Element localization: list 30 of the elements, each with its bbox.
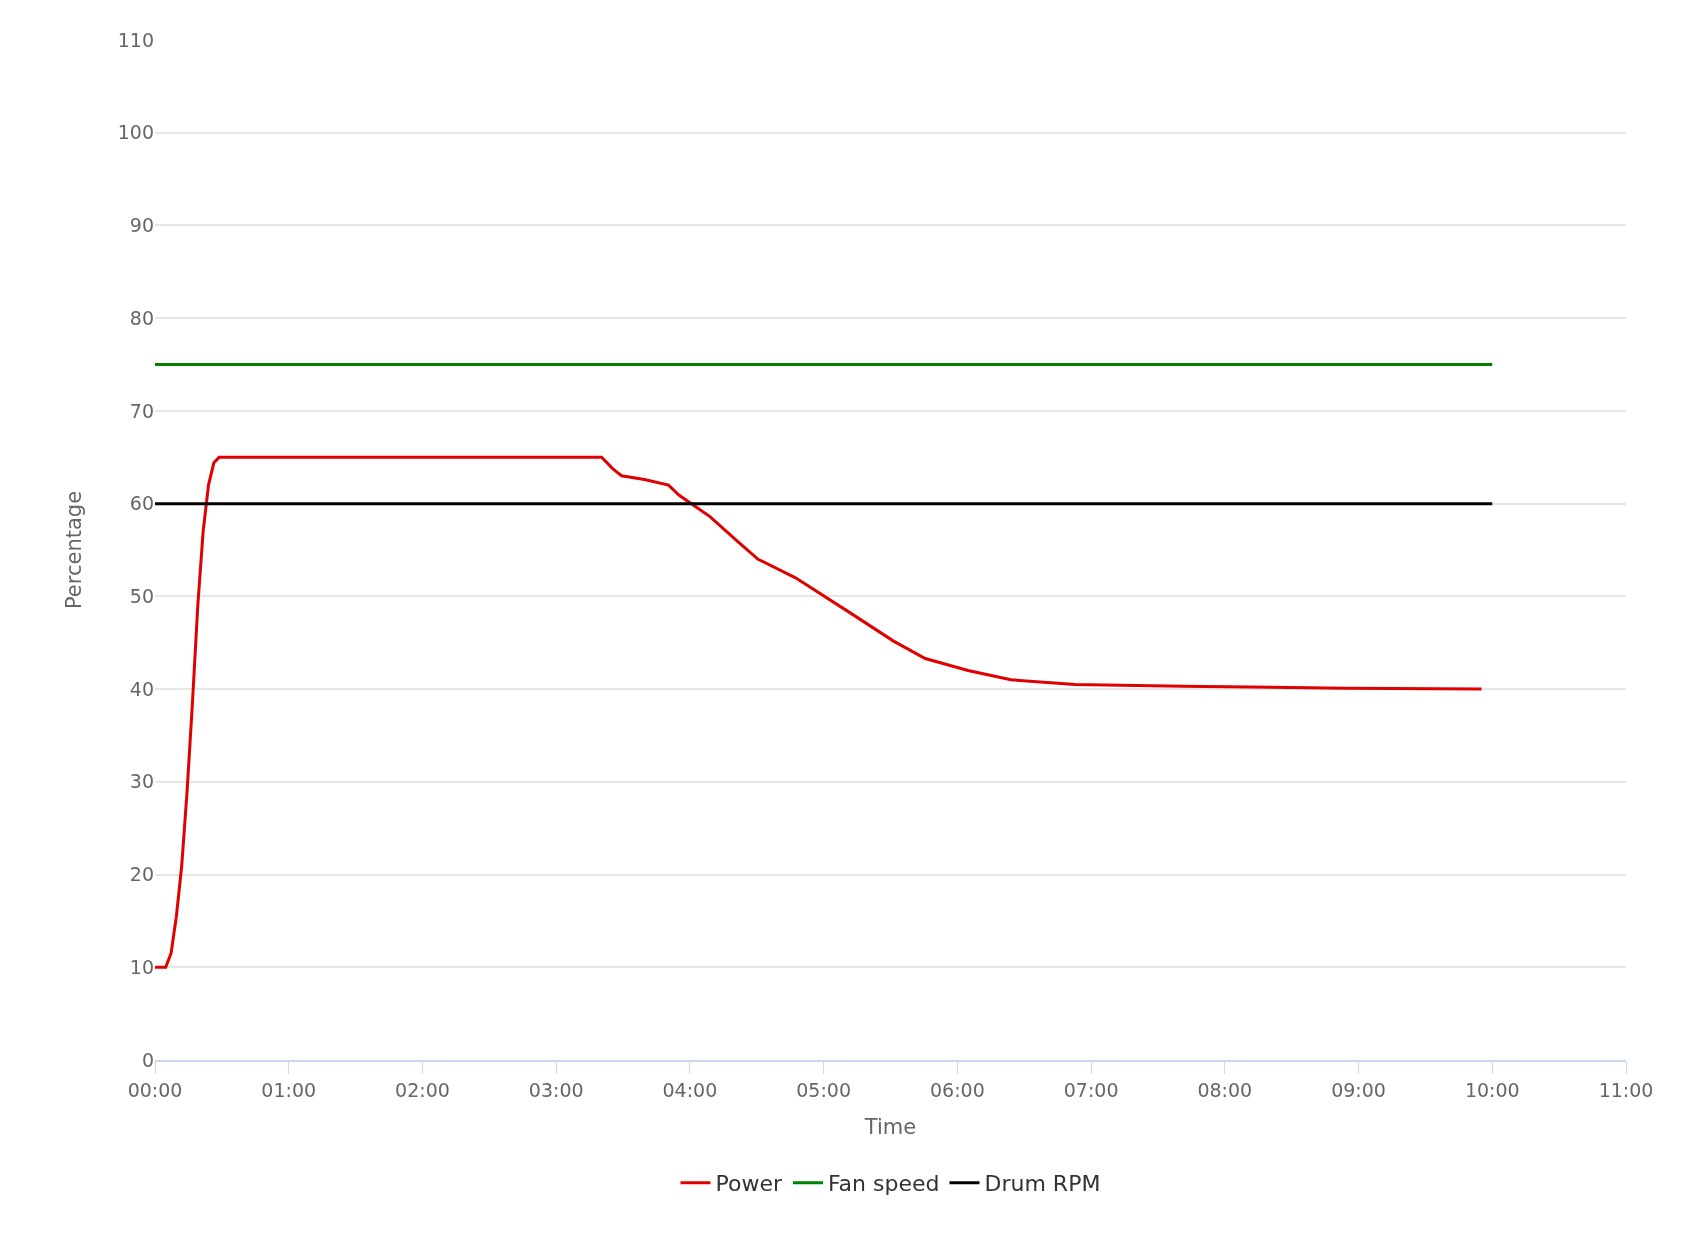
- line-series: [155, 455, 1484, 969]
- x-tick-label: 06:00: [929, 1078, 985, 1101]
- y-tick-label: 110: [117, 28, 154, 51]
- y-tick-label: 70: [129, 399, 154, 422]
- y-tick-label: 30: [129, 770, 154, 793]
- y-tick-label: 10: [129, 955, 154, 978]
- y-tick-label: 0: [141, 1048, 154, 1071]
- x-tick-label: 07:00: [1063, 1078, 1119, 1101]
- y-tick-label: 50: [129, 585, 154, 608]
- x-tick-label: 09:00: [1331, 1078, 1386, 1101]
- legend-label: Power: [715, 1171, 783, 1197]
- y-tick-label: 80: [129, 306, 154, 329]
- y-tick-label: 40: [129, 677, 154, 700]
- x-tick-label: 11:00: [1598, 1078, 1654, 1101]
- x-tick-label: 01:00: [261, 1078, 317, 1101]
- x-tick-label: 08:00: [1197, 1078, 1253, 1101]
- x-tick-label: 02:00: [395, 1078, 450, 1101]
- x-tick-label: 04:00: [662, 1078, 718, 1101]
- legend-label: Fan speed: [827, 1171, 940, 1197]
- x-tick-label: 00:00: [127, 1078, 183, 1101]
- x-axis-title: Time: [863, 1115, 917, 1139]
- y-axis-title: Percentage: [61, 490, 86, 610]
- y-tick-label: 100: [117, 121, 154, 144]
- y-tick-label: 60: [129, 492, 154, 515]
- y-tick-label: 20: [129, 863, 154, 886]
- x-tick-label: 03:00: [528, 1078, 584, 1101]
- y-tick-label: 90: [129, 214, 154, 237]
- legend-label: Drum RPM: [984, 1171, 1101, 1197]
- x-tick-label: 05:00: [796, 1078, 852, 1101]
- x-tick-label: 10:00: [1464, 1078, 1520, 1101]
